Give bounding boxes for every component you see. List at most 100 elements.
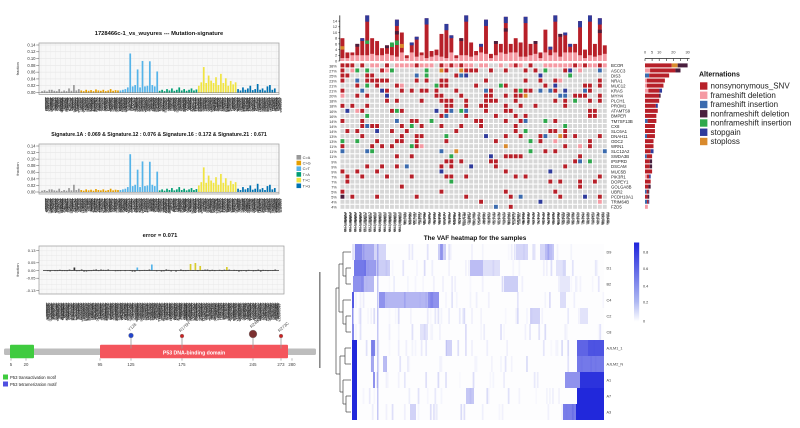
svg-text:0.08: 0.08	[27, 63, 36, 68]
svg-text:C>G: C>G	[303, 161, 311, 166]
svg-text:631-5729: 631-5729	[497, 213, 501, 225]
svg-text:A3: A3	[607, 410, 612, 414]
svg-text:125: 125	[127, 362, 135, 367]
svg-text:B96-2356: B96-2356	[403, 213, 407, 225]
svg-text:175: 175	[178, 362, 186, 367]
svg-text:147-2737: 147-2737	[537, 213, 541, 225]
svg-text:FZD5: FZD5	[611, 205, 622, 210]
svg-text:469-9413: 469-9413	[527, 213, 531, 225]
svg-text:0.00: 0.00	[27, 189, 36, 194]
svg-text:678-3971: 678-3971	[502, 213, 506, 225]
svg-text:11%: 11%	[329, 155, 337, 159]
svg-text:0.6: 0.6	[643, 267, 648, 271]
svg-text:4%: 4%	[331, 201, 337, 205]
svg-text:121-0367: 121-0367	[448, 213, 452, 225]
svg-text:The VAF heatmap for the sample: The VAF heatmap for the samples	[424, 235, 527, 242]
svg-text:0.04: 0.04	[27, 176, 36, 181]
svg-text:14%: 14%	[329, 125, 337, 129]
svg-text:T>G: T>G	[303, 183, 311, 188]
svg-text:6BA-7563: 6BA-7563	[473, 213, 477, 225]
svg-text:84B-8667: 84B-8667	[453, 213, 457, 225]
svg-text:1728466c1vswu: 1728466c1vswu	[354, 213, 358, 233]
svg-text:21%: 21%	[329, 85, 337, 89]
svg-text:0.8: 0.8	[643, 251, 648, 255]
svg-text:1728466c1vswu: 1728466c1vswu	[394, 213, 398, 233]
svg-text:fraction: fraction	[15, 162, 20, 175]
svg-text:23%: 23%	[329, 79, 337, 83]
svg-text:1728466c1vswu: 1728466c1vswu	[374, 213, 378, 233]
svg-text:0.00: 0.00	[28, 268, 37, 273]
svg-text:0.08: 0.08	[27, 163, 36, 168]
svg-text:1728466c-1_vs_wuyures --- Muta: 1728466c-1_vs_wuyures --- Mutation-signa…	[95, 31, 224, 37]
svg-text:Signature.1A : 0.069 & Signatu: Signature.1A : 0.069 & Signature.12 : 0.…	[51, 132, 267, 138]
svg-text:C>A: C>A	[303, 155, 311, 160]
svg-text:7%: 7%	[331, 180, 337, 184]
svg-text:Alternations: Alternations	[699, 72, 740, 79]
svg-text:nonframeshift insertion: nonframeshift insertion	[711, 119, 792, 128]
svg-text:10: 10	[333, 30, 338, 35]
svg-text:18%: 18%	[329, 100, 337, 104]
svg-text:0.12: 0.12	[27, 150, 36, 155]
svg-text:T>C: T>C	[303, 178, 311, 183]
svg-text:11%: 11%	[329, 145, 337, 149]
svg-text:T>A: T>A	[303, 172, 311, 177]
svg-text:11%: 11%	[329, 150, 337, 154]
svg-text:923-0629: 923-0629	[552, 213, 556, 225]
svg-text:0.10: 0.10	[27, 157, 36, 162]
svg-text:P53 tetramerization motif: P53 tetramerization motif	[10, 382, 57, 387]
svg-text:809-4306: 809-4306	[562, 213, 566, 225]
svg-text:0.10: 0.10	[27, 56, 36, 61]
svg-text:14: 14	[333, 19, 338, 24]
svg-text:20%: 20%	[329, 95, 337, 99]
svg-text:746-9564: 746-9564	[483, 213, 487, 225]
svg-text:0: 0	[644, 51, 646, 55]
svg-text:C2: C2	[607, 314, 612, 318]
svg-text:B2: B2	[607, 282, 612, 286]
svg-text:16%: 16%	[329, 110, 337, 114]
svg-text:272-5651: 272-5651	[592, 213, 596, 225]
svg-text:P53 transactivation motif: P53 transactivation motif	[10, 375, 57, 380]
svg-text:906-9773: 906-9773	[542, 213, 546, 225]
svg-text:7%: 7%	[331, 186, 337, 190]
svg-text:62A-8822: 62A-8822	[512, 213, 516, 225]
svg-text:5B2-2703: 5B2-2703	[413, 213, 417, 225]
svg-text:1728466c1vswu: 1728466c1vswu	[359, 213, 363, 233]
svg-text:319-6891: 319-6891	[468, 213, 472, 225]
svg-text:450-1124: 450-1124	[596, 213, 600, 224]
svg-text:35B-9801: 35B-9801	[517, 213, 521, 225]
svg-text:AJLM2_N: AJLM2_N	[607, 362, 624, 366]
svg-text:21%: 21%	[329, 90, 337, 94]
svg-text:25%: 25%	[329, 74, 337, 78]
svg-text:128-5758: 128-5758	[587, 213, 591, 225]
svg-text:0.02: 0.02	[27, 83, 36, 88]
svg-text:0.02: 0.02	[27, 183, 36, 188]
svg-text:09B-6484: 09B-6484	[408, 213, 412, 225]
svg-text:1728466c1vswu: 1728466c1vswu	[344, 213, 348, 233]
svg-text:0.00: 0.00	[27, 90, 36, 95]
svg-text:1728466c1vswu: 1728466c1vswu	[369, 213, 373, 233]
svg-text:5%: 5%	[331, 196, 337, 200]
svg-text:0.12: 0.12	[27, 49, 36, 54]
svg-text:89A-0268: 89A-0268	[557, 213, 561, 225]
svg-text:245: 245	[249, 362, 257, 367]
svg-text:nonframeshift deletion: nonframeshift deletion	[711, 109, 790, 118]
svg-text:C8: C8	[607, 330, 612, 334]
svg-text:1728466c1vswu: 1728466c1vswu	[379, 213, 383, 233]
svg-text:3A3-8417: 3A3-8417	[478, 213, 482, 225]
svg-text:557-6308: 557-6308	[547, 213, 551, 225]
svg-text:122-5700: 122-5700	[458, 213, 462, 225]
svg-text:303-2831: 303-2831	[488, 213, 492, 225]
svg-text:nonsynonymous_SNV: nonsynonymous_SNV	[711, 82, 791, 91]
svg-text:978-1376: 978-1376	[532, 213, 536, 225]
svg-text:95: 95	[98, 362, 103, 367]
svg-text:fraction: fraction	[15, 62, 20, 75]
svg-text:910-9942: 910-9942	[418, 213, 422, 225]
svg-text:0.4: 0.4	[643, 285, 648, 289]
svg-text:A7: A7	[607, 394, 612, 398]
svg-text:P53 DNA-binding domain: P53 DNA-binding domain	[163, 351, 225, 357]
svg-text:18%: 18%	[329, 105, 337, 109]
svg-text:891-7289: 891-7289	[572, 213, 576, 225]
svg-text:211-0827: 211-0827	[428, 213, 432, 224]
svg-text:error = 0.071: error = 0.071	[143, 233, 178, 239]
svg-text:14%: 14%	[329, 120, 337, 124]
